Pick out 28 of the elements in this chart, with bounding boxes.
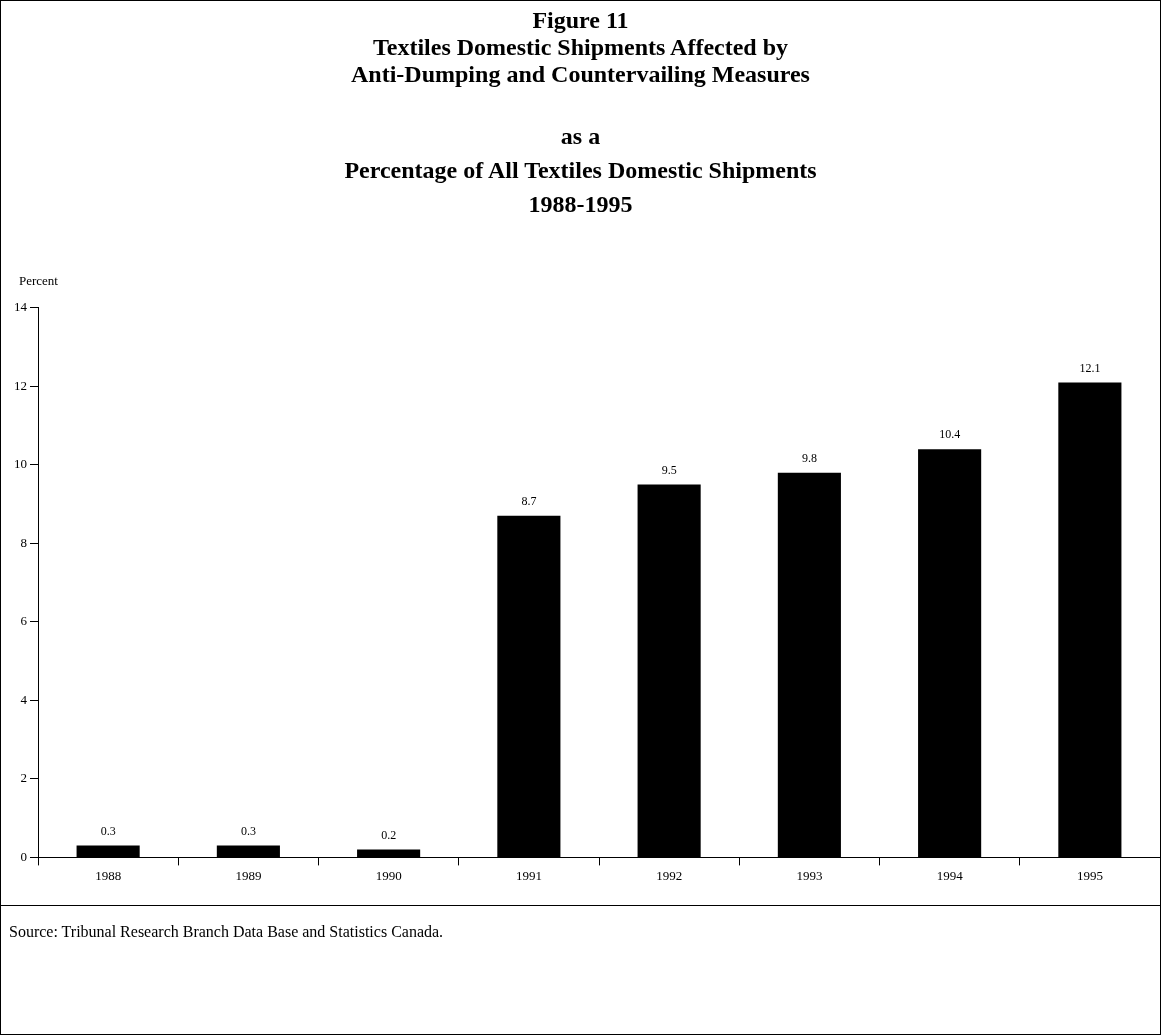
chart-subtitle: as a Percentage of All Textiles Domestic Shipments 1988-1995 [343, 122, 818, 219]
x-tick-label: 1995 [1076, 867, 1103, 883]
source-note: Source: Tribunal Research Branch Data Base and Statistics Canada. [9, 923, 444, 941]
x-tick-label: 1989 [235, 867, 262, 883]
data-label: 10.4 [939, 427, 961, 442]
y-axis-title: Percent [19, 273, 58, 289]
x-tick-label: 1988 [95, 867, 122, 883]
data-label: 12.1 [1079, 360, 1101, 375]
data-label: 0.2 [381, 827, 397, 842]
y-tick-label: 14 [14, 299, 28, 315]
data-label: 0.3 [240, 823, 256, 838]
x-tick-label: 1992 [656, 867, 683, 883]
x-tick-label: 1990 [375, 867, 402, 883]
y-tick-label: 4 [20, 691, 28, 707]
data-label: 0.3 [100, 823, 116, 838]
x-tick-label: 1994 [936, 867, 964, 883]
y-tick-label: 2 [20, 770, 27, 786]
x-tick-label: 1991 [515, 867, 542, 883]
y-tick-label: 6 [20, 613, 28, 629]
data-label: 8.7 [521, 494, 537, 509]
chart-title: Figure 11 Textiles Domestic Shipments Affected by Anti-Dumping and Countervailing Measures [350, 7, 811, 88]
y-tick-label: 10 [14, 456, 27, 472]
data-label: 9.5 [661, 462, 677, 477]
x-tick-label: 1993 [796, 867, 823, 883]
y-tick-label: 8 [20, 534, 27, 550]
data-label: 9.8 [801, 450, 817, 465]
y-tick-label: 12 [14, 377, 27, 393]
y-tick-label: 0 [20, 848, 27, 864]
